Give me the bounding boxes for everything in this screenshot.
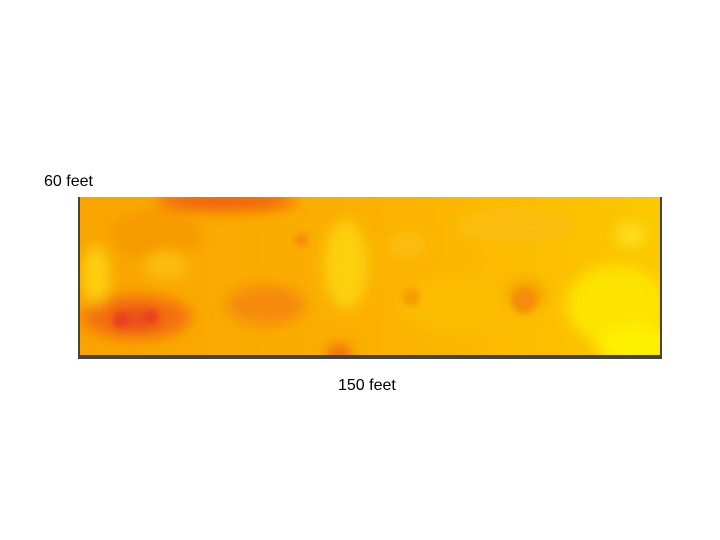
height-label: 60 feet — [44, 173, 93, 190]
map-surface — [80, 197, 660, 355]
width-label: 150 feet — [338, 377, 396, 394]
contour-map — [78, 197, 662, 359]
